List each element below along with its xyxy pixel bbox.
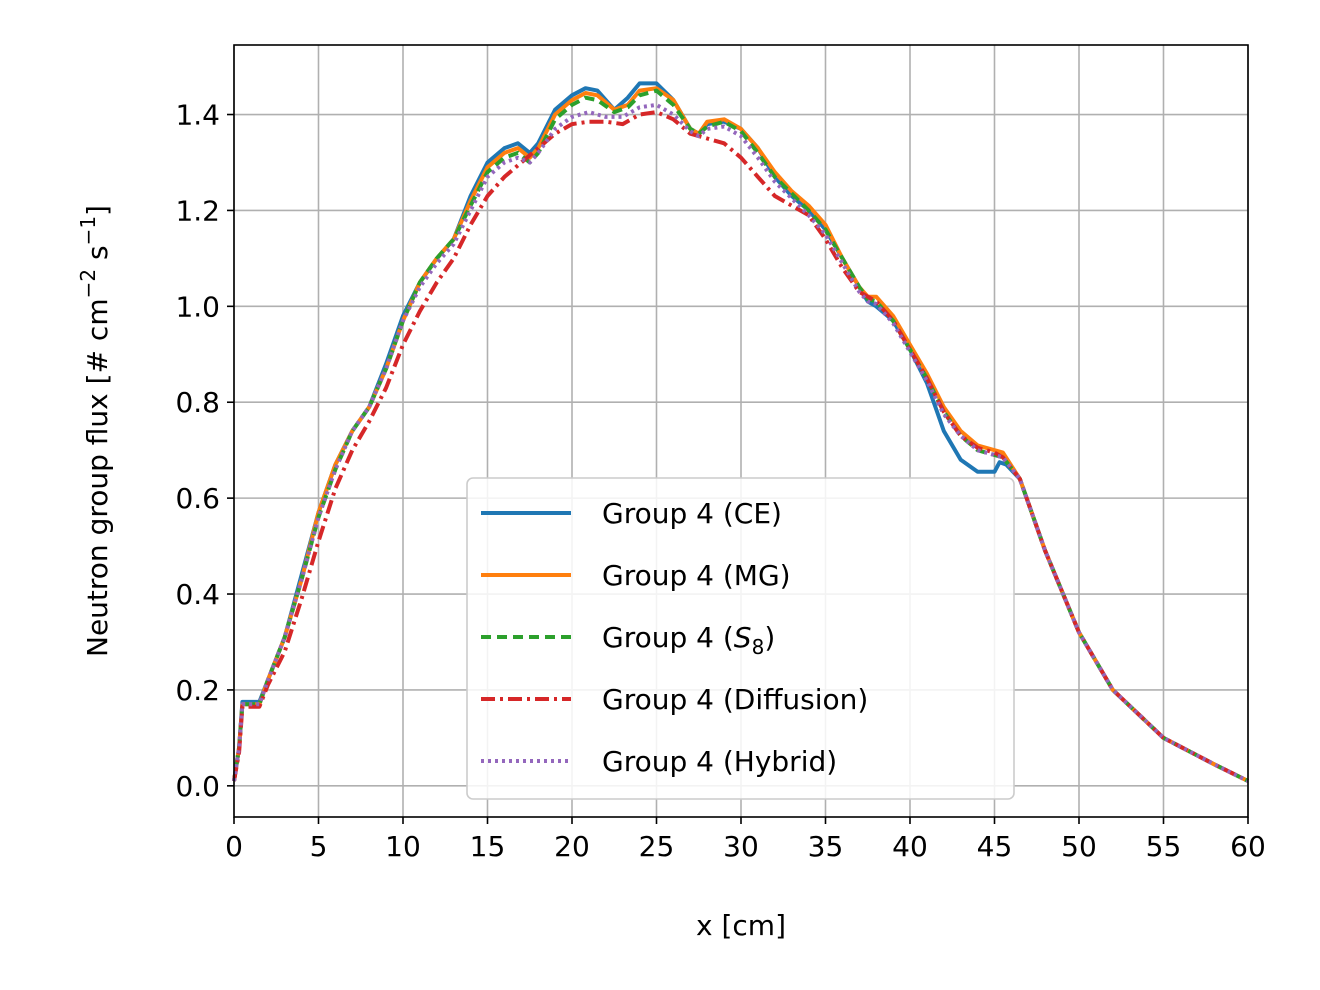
y-axis: 0.0 0.2 0.4 0.6 0.8 1.0 1.2 1.4 bbox=[175, 99, 234, 803]
x-tick-label: 30 bbox=[723, 830, 759, 863]
x-tick-label: 20 bbox=[554, 830, 590, 863]
y-tick-label: 0.2 bbox=[175, 674, 220, 707]
legend-label: Group 4 (S8) bbox=[602, 621, 775, 659]
x-tick-label: 60 bbox=[1230, 830, 1266, 863]
legend-box bbox=[466, 477, 1015, 800]
x-tick-label: 35 bbox=[808, 830, 844, 863]
y-tick-label: 1.4 bbox=[175, 99, 220, 132]
x-tick-label: 0 bbox=[225, 830, 243, 863]
x-tick-label: 25 bbox=[639, 830, 675, 863]
legend-label: Group 4 (Hybrid) bbox=[602, 745, 837, 778]
x-tick-label: 45 bbox=[977, 830, 1013, 863]
x-axis: 0 5 10 15 20 25 30 35 40 45 50 55 60 bbox=[225, 817, 1266, 863]
x-axis-title: x [cm] bbox=[696, 909, 786, 942]
x-tick-label: 40 bbox=[892, 830, 928, 863]
legend-label: Group 4 (MG) bbox=[602, 559, 791, 592]
x-tick-label: 10 bbox=[385, 830, 421, 863]
x-tick-label: 55 bbox=[1146, 830, 1182, 863]
x-tick-label: 15 bbox=[470, 830, 506, 863]
y-tick-label: 1.0 bbox=[175, 290, 220, 323]
y-axis-title: Neutron group flux [# cm−2 s−1] bbox=[76, 205, 114, 657]
x-tick-label: 5 bbox=[310, 830, 328, 863]
y-tick-label: 0.0 bbox=[175, 770, 220, 803]
y-tick-label: 0.6 bbox=[175, 482, 220, 515]
legend: Group 4 (CE) Group 4 (MG) Group 4 (S8) Grou… bbox=[466, 477, 1015, 800]
legend-label: Group 4 (Diffusion) bbox=[602, 683, 868, 716]
y-tick-label: 0.4 bbox=[175, 578, 220, 611]
y-tick-label: 0.8 bbox=[175, 386, 220, 419]
x-tick-label: 50 bbox=[1061, 830, 1097, 863]
legend-label: Group 4 (CE) bbox=[602, 497, 782, 530]
plot-area bbox=[232, 81, 1249, 783]
y-tick-label: 1.2 bbox=[175, 194, 220, 227]
